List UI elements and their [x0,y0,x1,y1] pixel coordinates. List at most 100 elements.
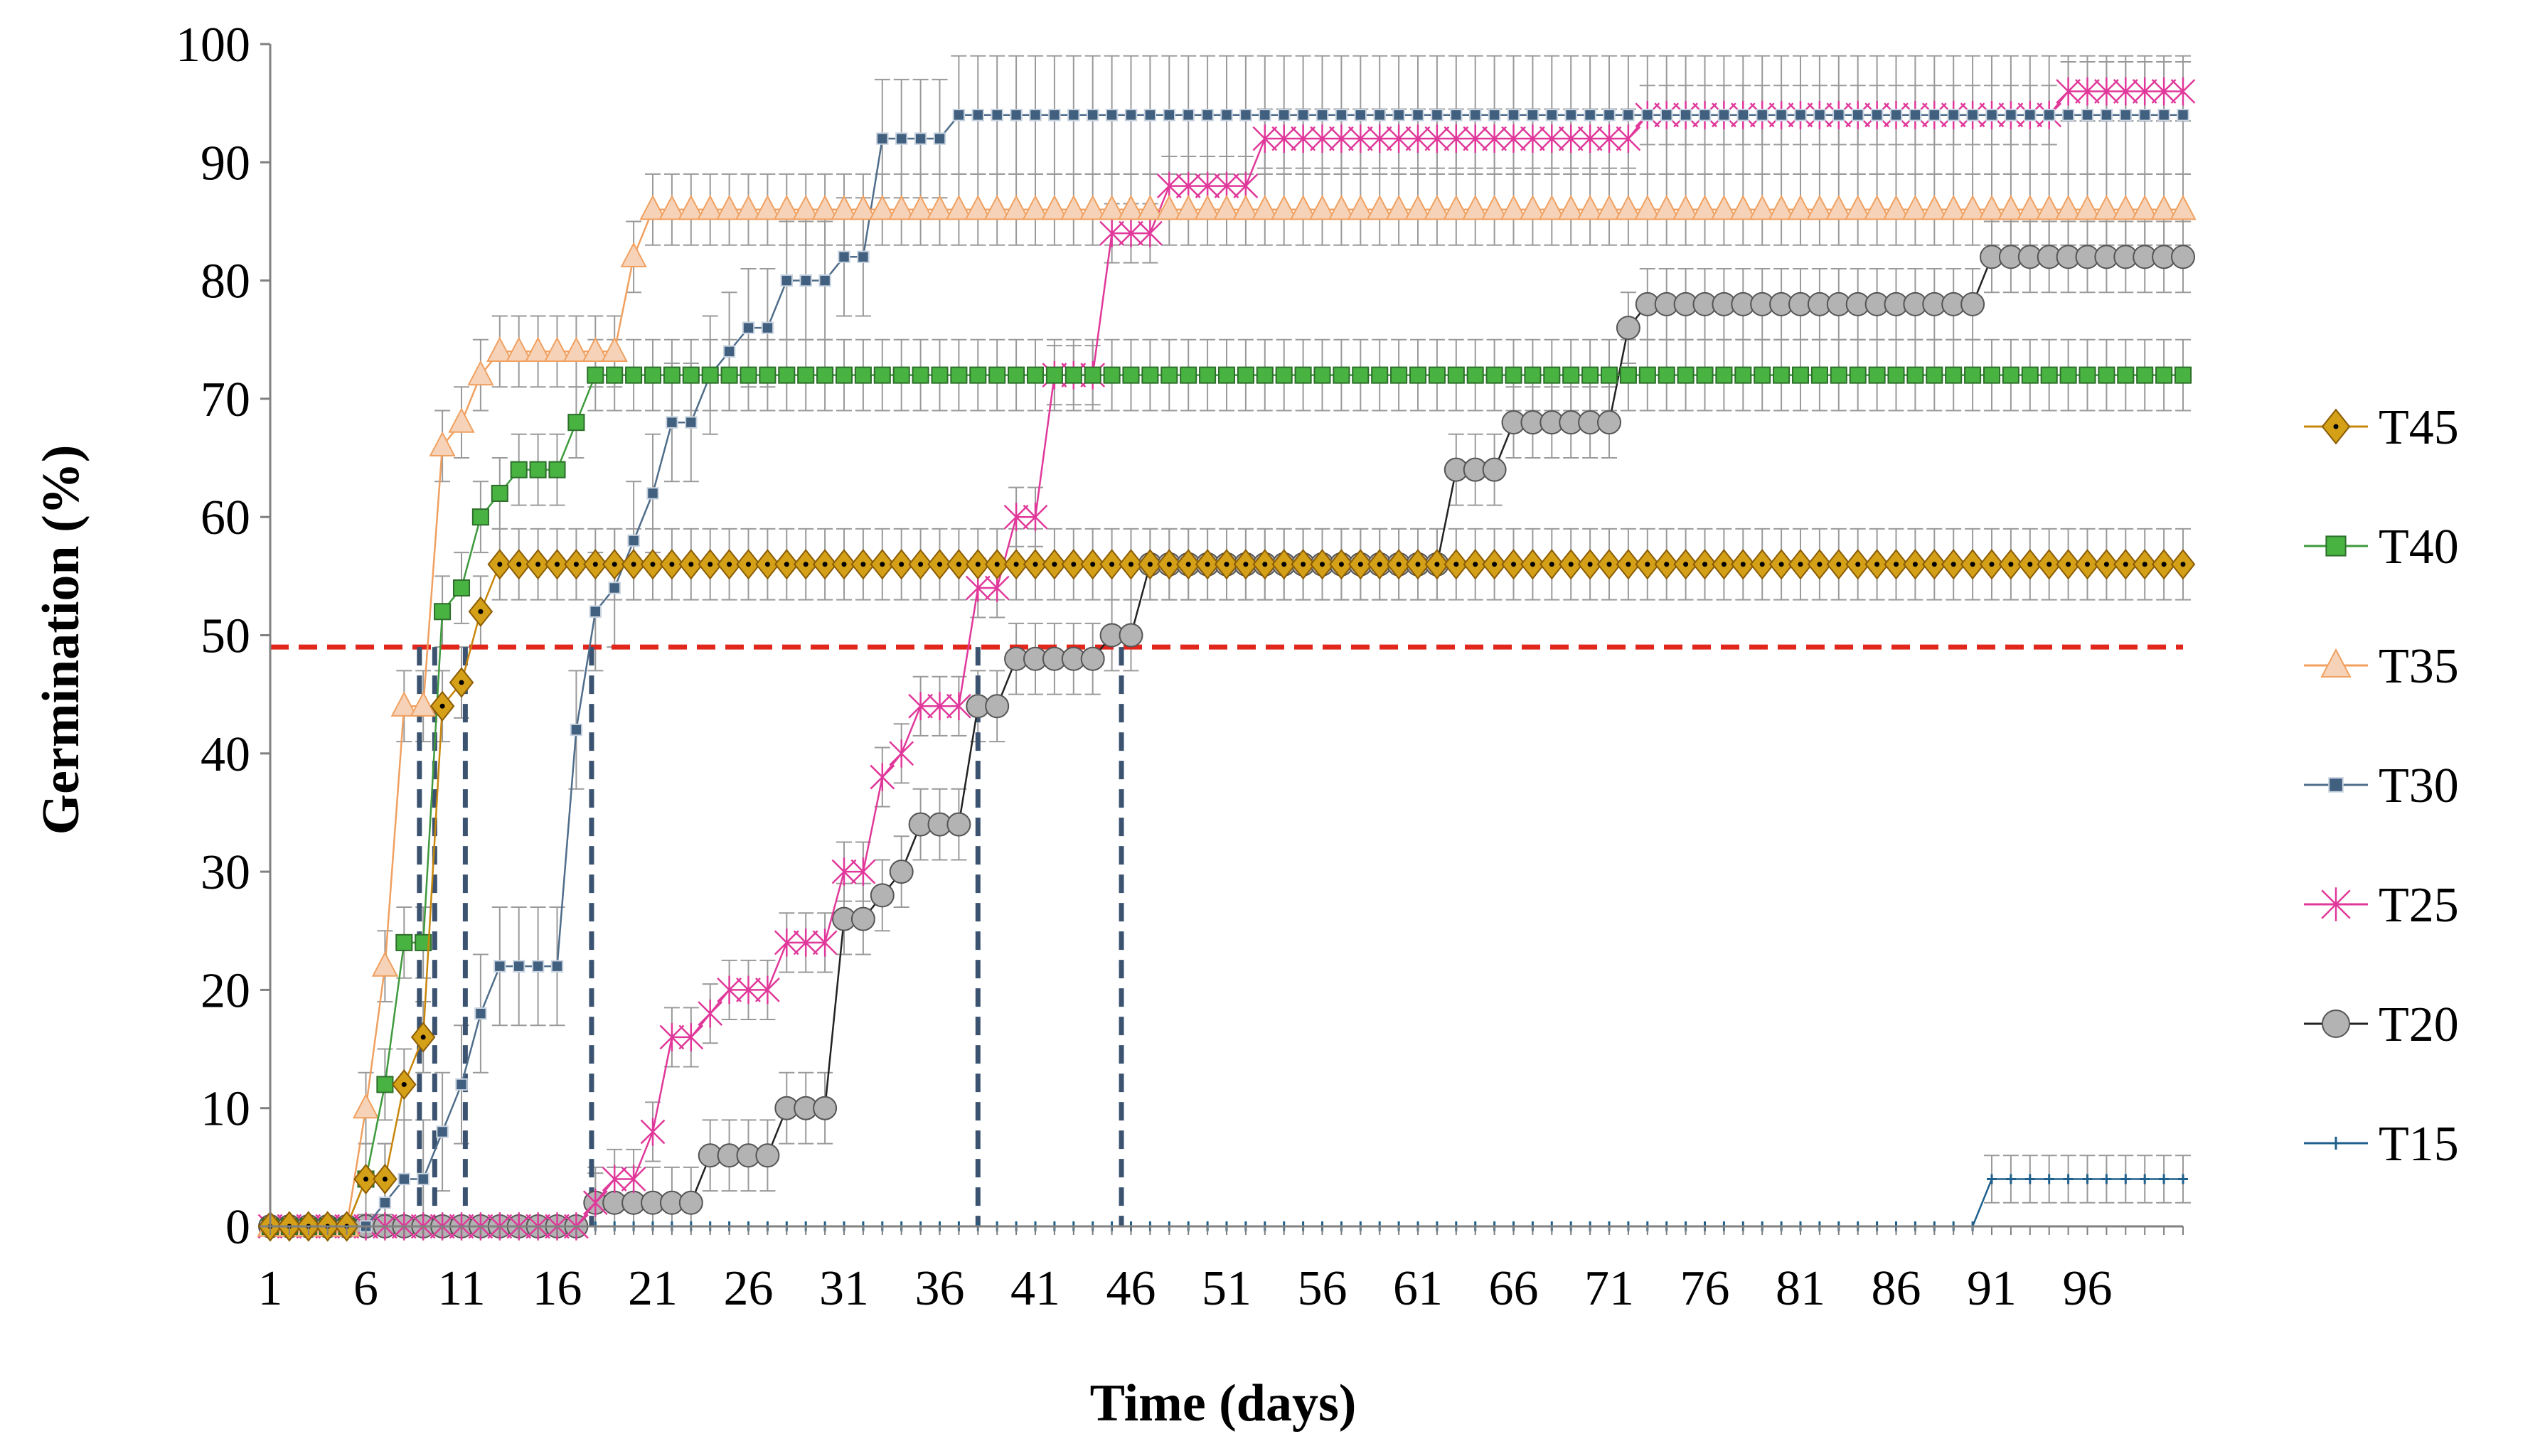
series-marker [1557,194,1584,220]
legend-label: T15 [2379,1117,2459,1172]
series-marker-dot [2008,562,2014,567]
series-marker [1003,503,1029,531]
series-marker [1791,366,1810,384]
series-marker [838,250,850,264]
series-marker [2170,194,2197,220]
series-marker [1294,366,1312,384]
series-marker [1906,366,1924,384]
series-marker [811,194,838,220]
series-marker [761,321,774,334]
x-tick-label: 11 [437,1261,485,1316]
series-marker [524,336,552,362]
series-marker [1921,194,1948,220]
series-marker [1428,366,1446,384]
series-marker [1940,194,1967,220]
x-tick-label: 1 [258,1261,283,1316]
series-marker [1466,366,1484,384]
series-marker [964,194,991,220]
y-tick-label: 50 [201,609,250,664]
x-tick-label: 16 [533,1261,582,1316]
series-marker-dot [1721,562,1727,567]
series-marker [717,975,742,1005]
x-axis-label: Time (days) [1090,1374,1357,1433]
series-marker [1558,124,1584,153]
series-marker [1576,194,1603,220]
series-marker [2081,109,2094,122]
series-marker-dot [2047,562,2052,567]
series-marker-dot [1052,562,1057,567]
series-marker [2322,1010,2350,1038]
series-marker [1641,109,1654,122]
x-tick-label: 51 [1202,1261,1252,1316]
series-marker [1985,109,1998,122]
series-marker [1239,109,1252,122]
series-line [270,90,2183,1228]
series-marker-dot [2103,562,2109,567]
series-marker [1698,109,1712,122]
series-marker-dot [650,562,656,567]
y-tick-label: 90 [201,136,250,191]
series-marker-dot [1492,562,1498,567]
series-marker [543,336,571,362]
series-marker [1008,366,1025,384]
series-marker [873,366,891,384]
series-marker [1715,366,1733,384]
series-marker [678,1023,704,1051]
series-marker [1256,366,1274,384]
series-marker [1505,366,1522,384]
series-marker-dot [1798,562,1803,567]
series-marker-dot [1912,562,1918,567]
series-marker-dot [727,562,732,567]
x-tick-label: 81 [1776,1261,1825,1316]
series-marker [1597,410,1621,435]
series-marker-dot [1128,562,1133,567]
legend-item-t30: T30 [2304,759,2459,813]
series-marker [759,366,777,384]
series-marker [1616,316,1640,341]
series-marker [876,132,889,145]
series-marker [742,321,755,334]
series-marker-dot [880,562,885,567]
series-marker [1122,366,1140,384]
series-marker-dot [1243,562,1249,567]
series-marker [1622,109,1635,122]
series-marker [646,487,659,500]
series-marker [1444,124,1469,153]
series-marker [850,906,875,931]
series-marker [663,366,681,384]
series-marker [666,416,678,429]
series-marker [621,1165,646,1194]
series-marker [371,951,399,977]
series-marker [1696,366,1714,384]
series-marker [1232,194,1259,220]
series-marker [1901,194,1929,220]
series-marker [1199,366,1217,384]
series-marker [1275,366,1293,384]
x-tick-label: 76 [1680,1261,1730,1316]
series-marker [1581,366,1599,384]
series-marker [678,1190,703,1215]
series-marker [486,336,513,362]
series-marker [1543,366,1561,384]
series-marker [818,274,831,287]
series-marker [1041,194,1068,220]
series-marker [1385,194,1412,220]
series-marker [471,508,489,526]
series-marker [1443,194,1470,220]
series-marker-dot [1377,562,1382,567]
series-marker [2131,194,2158,220]
series-marker [1163,109,1175,122]
series-marker-dot [1931,562,1937,567]
series-marker-dot [1415,562,1421,567]
series-marker [1386,124,1412,153]
series-marker [2100,109,2113,122]
x-tick-label: 36 [915,1261,965,1316]
series-marker [1271,124,1297,153]
t50-marker-lines [417,647,1124,1226]
y-tick-label: 60 [201,491,250,545]
series-marker [1519,194,1547,220]
series-marker [1677,366,1695,384]
series-marker [2157,109,2170,122]
series-marker [946,812,971,837]
series-marker [1045,366,1063,384]
